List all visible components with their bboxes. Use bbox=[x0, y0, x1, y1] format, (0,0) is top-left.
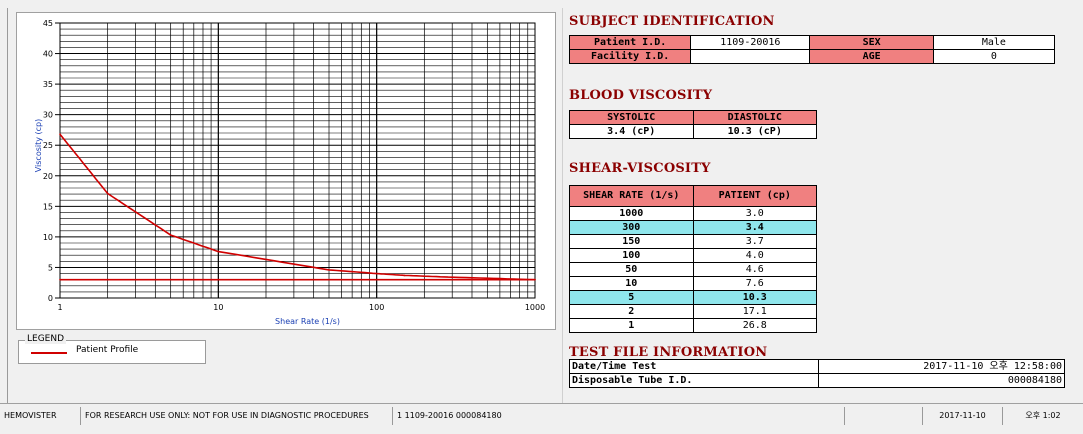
y-tick-label: 0 bbox=[48, 294, 53, 303]
y-tick-label: 25 bbox=[43, 141, 53, 150]
shear-row: 100 4.0 bbox=[569, 248, 817, 263]
series-point-0 bbox=[328, 269, 330, 271]
patient-id-value: 1109-20016 bbox=[690, 35, 811, 50]
y-tick-label: 15 bbox=[43, 202, 53, 211]
test-file-information-title: TEST FILE INFORMATION bbox=[569, 345, 768, 360]
status-notice: FOR RESEARCH USE ONLY: NOT FOR USE IN DI… bbox=[80, 407, 392, 425]
shear-rate-header: SHEAR RATE (1/s) bbox=[569, 185, 694, 207]
patient-cp-cell: 3.0 bbox=[692, 206, 817, 221]
subject-identification-title: SUBJECT IDENTIFICATION bbox=[569, 14, 775, 29]
shear-row: 150 3.7 bbox=[569, 234, 817, 249]
series-point-0 bbox=[403, 274, 406, 277]
patient-cp-cell: 7.6 bbox=[692, 276, 817, 291]
patient-cp-cell: 3.7 bbox=[692, 234, 817, 249]
shear-row: 50 4.6 bbox=[569, 262, 817, 277]
series-point-0 bbox=[169, 234, 172, 236]
shear-row: 10 7.6 bbox=[569, 276, 817, 291]
shear-rate-cell: 100 bbox=[569, 248, 694, 263]
window-top-edge bbox=[0, 0, 1083, 10]
shear-rate-cell: 5 bbox=[569, 290, 694, 305]
y-tick-label: 30 bbox=[43, 111, 53, 120]
status-date: 2017-11-10 bbox=[922, 407, 1002, 425]
shear-rate-cell: 1000 bbox=[569, 206, 694, 221]
patient-cp-cell: 17.1 bbox=[692, 304, 817, 319]
shear-row: 1000 3.0 bbox=[569, 206, 817, 221]
series-point-0 bbox=[375, 272, 378, 275]
disposable-tube-id-label: Disposable Tube I.D. bbox=[569, 373, 819, 388]
facility-id-value bbox=[690, 49, 811, 64]
patient-cp-cell: 4.6 bbox=[692, 262, 817, 277]
systolic-value: 3.4 (cP) bbox=[569, 124, 694, 139]
x-tick-label: 100 bbox=[369, 303, 384, 312]
status-record-info: 1 1109-20016 000084180 bbox=[392, 407, 844, 425]
panel-divider bbox=[562, 8, 563, 403]
subject-table: Patient I.D. 1109-20016 SEX Male Facilit… bbox=[568, 35, 1056, 64]
patient-cp-cell: 3.4 bbox=[692, 220, 817, 235]
disposable-tube-id-value: 000084180 bbox=[818, 373, 1065, 388]
blood-viscosity-title: BLOOD VISCOSITY bbox=[569, 88, 713, 103]
shear-row: 5 10.3 bbox=[569, 290, 817, 305]
shear-rate-cell: 50 bbox=[569, 262, 694, 277]
legend-swatch-patient-profile bbox=[31, 352, 67, 354]
plot-area bbox=[59, 22, 536, 299]
y-tick-label: 35 bbox=[43, 80, 53, 89]
patient-cp-header: PATIENT (cp) bbox=[692, 185, 817, 207]
x-axis-title: Shear Rate (1/s) bbox=[275, 317, 340, 326]
sex-label: SEX bbox=[809, 35, 934, 50]
series-point-0 bbox=[451, 276, 454, 279]
series-point-0 bbox=[106, 192, 109, 195]
series-point-1 bbox=[59, 278, 61, 281]
shear-rate-cell: 300 bbox=[569, 220, 694, 235]
shear-rate-cell: 2 bbox=[569, 304, 694, 319]
left-divider bbox=[7, 8, 8, 403]
patient-cp-cell: 26.8 bbox=[692, 318, 817, 333]
series-point-1 bbox=[534, 278, 536, 281]
shear-rate-cell: 10 bbox=[569, 276, 694, 291]
diastolic-label: DIASTOLIC bbox=[692, 110, 817, 125]
legend-label-patient-profile: Patient Profile bbox=[76, 345, 139, 355]
legend-title: LEGEND bbox=[25, 334, 67, 344]
patient-cp-cell: 10.3 bbox=[692, 290, 817, 305]
status-bar: HEMOVISTER FOR RESEARCH USE ONLY: NOT FO… bbox=[0, 403, 1083, 429]
shear-viscosity-title: SHEAR-VISCOSITY bbox=[569, 161, 711, 176]
date-time-test-label: Date/Time Test bbox=[569, 359, 819, 374]
y-tick-label: 5 bbox=[48, 263, 53, 272]
patient-cp-cell: 4.0 bbox=[692, 248, 817, 263]
y-tick-label: 10 bbox=[43, 233, 53, 242]
age-value: 0 bbox=[932, 49, 1056, 64]
date-time-test-value: 2017-11-10 오후 12:58:00 bbox=[818, 359, 1065, 374]
status-app-name: HEMOVISTER bbox=[4, 411, 57, 420]
y-axis-title: Viscosity (cp) bbox=[34, 119, 43, 173]
x-tick-label: 1 bbox=[57, 303, 62, 312]
status-time: 오후 1:02 bbox=[1002, 407, 1083, 425]
legend-box: LEGEND Patient Profile bbox=[18, 334, 206, 364]
series-point-0 bbox=[217, 250, 220, 253]
test-file-table: Date/Time Test 2017-11-10 오후 12:58:00 Di… bbox=[569, 359, 1065, 388]
x-tick-label: 1000 bbox=[525, 303, 545, 312]
viscosity-chart: 0 5 10 15 20 25 30 35 40 45 1 10 100 1000 Shear Rate (… bbox=[16, 12, 556, 330]
shear-row: 2 17.1 bbox=[569, 304, 817, 319]
series-point-0 bbox=[59, 133, 61, 136]
shear-viscosity-table: SHEAR RATE (1/s) PATIENT (cp) 1000 3.0 300… bbox=[569, 185, 817, 333]
blood-viscosity-table: SYSTOLIC DIASTOLIC 3.4 (cP) 10.3 (cP) bbox=[569, 110, 817, 139]
diastolic-value: 10.3 (cP) bbox=[692, 124, 817, 139]
systolic-label: SYSTOLIC bbox=[569, 110, 694, 125]
viscosity-chart-svg: 0 5 10 15 20 25 30 35 40 45 1 10 100 1000 Shear Rate (… bbox=[34, 19, 545, 326]
status-empty-panel bbox=[844, 407, 922, 425]
y-tick-label: 20 bbox=[43, 172, 53, 181]
facility-id-label: Facility I.D. bbox=[568, 49, 692, 64]
shear-row: 300 3.4 bbox=[569, 220, 817, 235]
x-tick-label: 10 bbox=[213, 303, 223, 312]
age-label: AGE bbox=[809, 49, 934, 64]
y-tick-label: 45 bbox=[43, 19, 53, 28]
shear-rate-cell: 1 bbox=[569, 318, 694, 333]
shear-rate-cell: 150 bbox=[569, 234, 694, 249]
y-tick-label: 40 bbox=[43, 50, 53, 59]
sex-value: Male bbox=[932, 35, 1056, 50]
patient-id-label: Patient I.D. bbox=[568, 35, 692, 50]
shear-row: 1 26.8 bbox=[569, 318, 817, 333]
